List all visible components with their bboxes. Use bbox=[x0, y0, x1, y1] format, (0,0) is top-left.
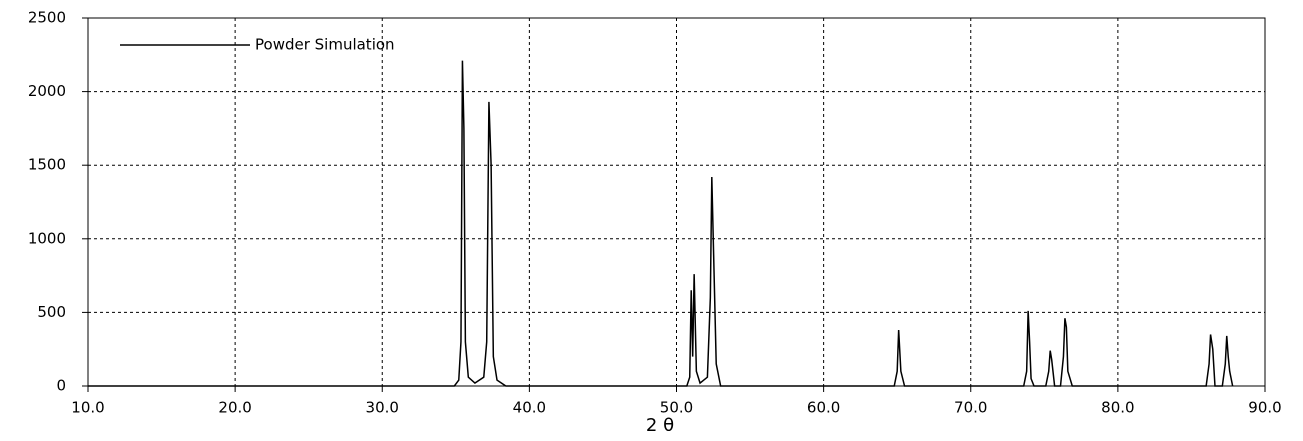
legend-label: Powder Simulation bbox=[255, 36, 395, 54]
x-tick-label: 60.0 bbox=[807, 399, 840, 417]
x-tick-label: 50.0 bbox=[660, 399, 693, 417]
y-tick-label: 2000 bbox=[28, 82, 66, 100]
x-tick-label: 70.0 bbox=[954, 399, 987, 417]
x-tick-label: 10.0 bbox=[71, 399, 104, 417]
x-tick-label: 90.0 bbox=[1248, 399, 1281, 417]
x-axis-label: 2 θ bbox=[646, 415, 674, 436]
y-tick-label: 0 bbox=[56, 377, 66, 395]
x-tick-label: 20.0 bbox=[218, 399, 251, 417]
x-tick-label: 30.0 bbox=[366, 399, 399, 417]
x-tick-label: 80.0 bbox=[1101, 399, 1134, 417]
y-tick-label: 1000 bbox=[28, 229, 66, 247]
series-line bbox=[88, 60, 1234, 387]
y-tick-label: 2500 bbox=[28, 9, 66, 27]
y-tick-label: 1500 bbox=[28, 156, 66, 174]
y-tick-label: 500 bbox=[37, 303, 66, 321]
x-tick-label: 40.0 bbox=[513, 399, 546, 417]
